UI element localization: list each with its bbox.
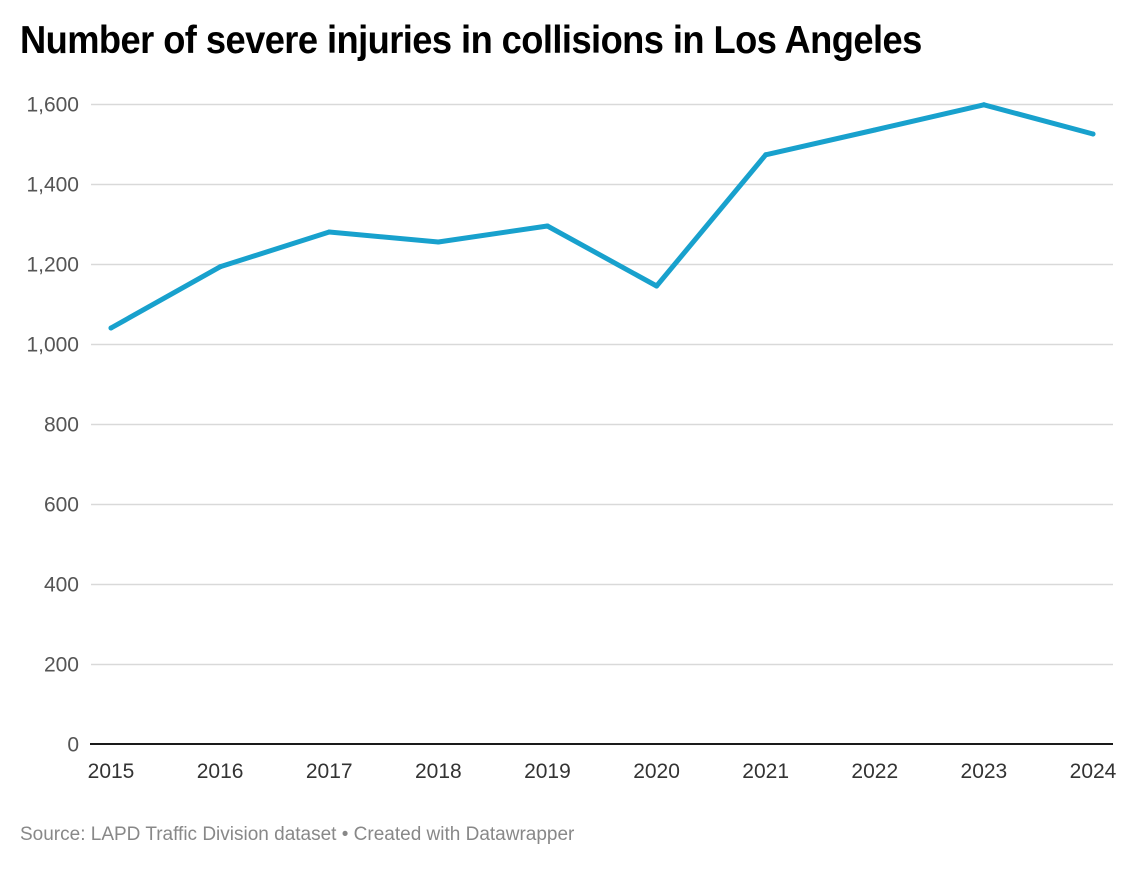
x-tick-label: 2020 <box>633 760 680 783</box>
y-tick-label: 400 <box>44 574 79 597</box>
data-point-2017 <box>326 229 332 235</box>
data-point-2022 <box>872 127 878 133</box>
data-point-2021 <box>763 152 769 158</box>
x-tick-label: 2016 <box>197 760 244 783</box>
gridlines <box>90 103 1113 745</box>
y-tick-label: 1,600 <box>26 94 79 117</box>
x-tick-label: 2021 <box>742 760 789 783</box>
y-tick-label: 800 <box>44 414 79 437</box>
data-point-2015 <box>108 325 114 331</box>
y-tick-label: 0 <box>67 734 79 757</box>
y-tick-label: 200 <box>44 654 79 677</box>
data-point-2016 <box>217 264 223 270</box>
data-point-2019 <box>544 223 550 229</box>
x-tick-label: 2022 <box>851 760 898 783</box>
y-tick-label: 600 <box>44 494 79 517</box>
x-tick-label: 2024 <box>1070 760 1117 783</box>
y-tick-label: 1,400 <box>26 174 79 197</box>
x-tick-label: 2023 <box>961 760 1008 783</box>
series-layer <box>108 102 1096 331</box>
series-line-0 <box>108 102 1096 331</box>
footer-source: Source: LAPD Traffic Division dataset • … <box>20 824 575 845</box>
data-point-2020 <box>654 283 660 289</box>
y-tick-label: 1,000 <box>26 334 79 357</box>
chart-title: Number of severe injuries in collisions … <box>20 19 922 62</box>
x-tick-label: 2018 <box>415 760 462 783</box>
data-point-2024 <box>1090 131 1096 137</box>
x-tick-label: 2019 <box>524 760 571 783</box>
y-tick-label: 1,200 <box>26 254 79 277</box>
data-point-2023 <box>981 102 987 108</box>
data-point-2018 <box>435 239 441 245</box>
y-axis-labels: 0 200 400 600 800 1,000 1,200 1,400 1,600 <box>26 94 79 757</box>
x-tick-label: 2015 <box>88 760 135 783</box>
x-tick-label: 2017 <box>306 760 353 783</box>
x-axis-labels: 2015 2016 2017 2018 2019 2020 2021 2022 2023 2024 <box>88 760 1117 783</box>
